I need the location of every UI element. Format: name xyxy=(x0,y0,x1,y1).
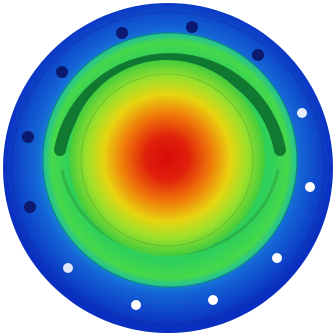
bolt-hole xyxy=(22,131,34,143)
bolt-hole xyxy=(208,295,218,305)
bolt-hole xyxy=(24,201,36,213)
core xyxy=(69,60,265,256)
page: (() => { const data = JSON.parse(documen… xyxy=(0,0,336,333)
contour-render xyxy=(0,0,336,333)
bolt-hole xyxy=(186,21,198,33)
bolt-hole xyxy=(56,66,68,78)
bolt-hole xyxy=(63,263,73,273)
bolt-hole xyxy=(305,182,315,192)
bolt-hole xyxy=(252,49,264,61)
bolt-hole xyxy=(272,253,282,263)
bolt-hole xyxy=(116,27,128,39)
bolt-hole xyxy=(297,108,307,118)
bolt-hole xyxy=(131,300,141,310)
